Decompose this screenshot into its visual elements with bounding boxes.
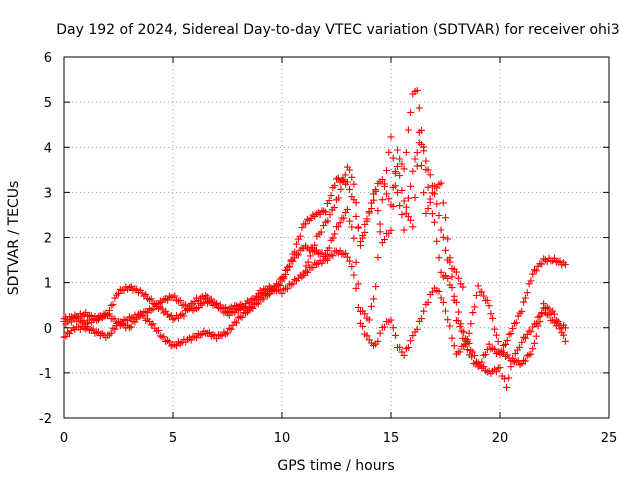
x-tick-label: 20 (492, 431, 509, 446)
x-tick-label: 5 (169, 431, 177, 446)
y-tick-label: 6 (44, 51, 52, 66)
series-trace-3 (60, 247, 569, 369)
plus-markers-trace-4 (300, 128, 467, 291)
y-tick-label: 2 (44, 232, 52, 247)
data-points (60, 86, 569, 391)
y-tick-label: 3 (44, 186, 52, 201)
x-tick-label: 15 (383, 431, 400, 446)
plus-markers-trace-3 (60, 247, 569, 369)
x-tick-label: 25 (601, 431, 618, 446)
axis-ticks: 0 5 10 15 20 25 -2 -1 0 1 2 3 4 5 6 (39, 51, 617, 446)
y-tick-label: 4 (44, 141, 52, 156)
y-tick-label: -2 (39, 412, 52, 427)
y-tick-label: 1 (44, 277, 52, 292)
y-tick-label: 0 (44, 322, 52, 337)
series-trace-4 (300, 128, 467, 291)
x-tick-label: 0 (60, 431, 68, 446)
x-axis-title: GPS time / hours (277, 458, 394, 474)
chart-title: Day 192 of 2024, Sidereal Day-to-day VTE… (56, 22, 619, 38)
x-tick-label: 10 (274, 431, 291, 446)
grid-lines (64, 57, 609, 418)
y-tick-label: -1 (39, 367, 52, 382)
y-axis-title: SDTVAR / TECUs (6, 181, 22, 296)
y-tick-label: 5 (44, 96, 52, 111)
